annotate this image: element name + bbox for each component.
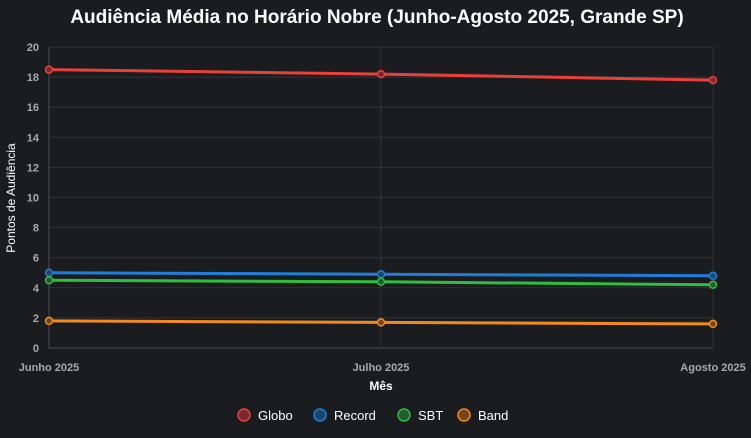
data-point-globo	[44, 65, 54, 74]
legend-marker	[313, 408, 327, 422]
y-tick-label: 0	[33, 343, 39, 355]
data-point-record	[376, 270, 386, 279]
x-tick-label: Agosto 2025	[680, 362, 745, 374]
data-point-globo	[708, 75, 718, 85]
data-point-sbt	[44, 276, 54, 285]
data-point-sbt	[708, 280, 718, 290]
legend-item-record: Record	[313, 408, 376, 423]
x-tick-label: Julho 2025	[353, 362, 410, 374]
legend-item-band: Band	[457, 408, 508, 423]
y-tick-label: 12	[27, 162, 39, 174]
y-axis-ticks: 0 2 4 6 8 10 12 14 16 18 20	[27, 42, 40, 355]
y-tick-label: 16	[27, 102, 39, 114]
y-tick-label: 20	[27, 42, 39, 54]
y-tick-label: 14	[27, 132, 40, 144]
y-tick-label: 10	[27, 193, 39, 205]
legend-label: SBT	[418, 408, 443, 423]
x-tick-label: Junho 2025	[19, 362, 80, 374]
data-point-sbt	[376, 277, 386, 287]
data-point-band	[376, 318, 386, 327]
data-point-band	[44, 316, 54, 326]
x-axis-label: Mês	[369, 379, 393, 393]
y-axis-label: Pontos de Audiência	[4, 143, 18, 253]
legend-item-globo: Globo	[237, 408, 293, 423]
x-axis-ticks: Junho 2025 Julho 2025 Agosto 2025	[19, 362, 746, 374]
grid-lines	[48, 46, 714, 349]
legend-marker	[457, 408, 471, 422]
legend-marker	[397, 408, 411, 422]
y-tick-label: 4	[33, 283, 40, 295]
legend-marker	[237, 408, 251, 422]
legend-item-sbt: SBT	[397, 408, 443, 423]
data-point-band	[708, 319, 718, 329]
data-point-record	[44, 268, 54, 277]
data-point-globo	[376, 69, 386, 79]
y-tick-label: 18	[27, 72, 39, 84]
y-tick-label: 2	[33, 313, 39, 325]
chart-title: Audiência Média no Horário Nobre (Junho-…	[70, 7, 683, 28]
data-point-record	[708, 271, 718, 281]
y-tick-label: 8	[33, 223, 39, 235]
series-points	[44, 65, 718, 329]
legend-label: Band	[478, 408, 508, 423]
legend-label: Record	[334, 408, 376, 423]
legend: Globo Record SBT Band	[237, 408, 508, 423]
y-tick-label: 6	[33, 253, 39, 265]
legend-label: Globo	[258, 408, 293, 423]
